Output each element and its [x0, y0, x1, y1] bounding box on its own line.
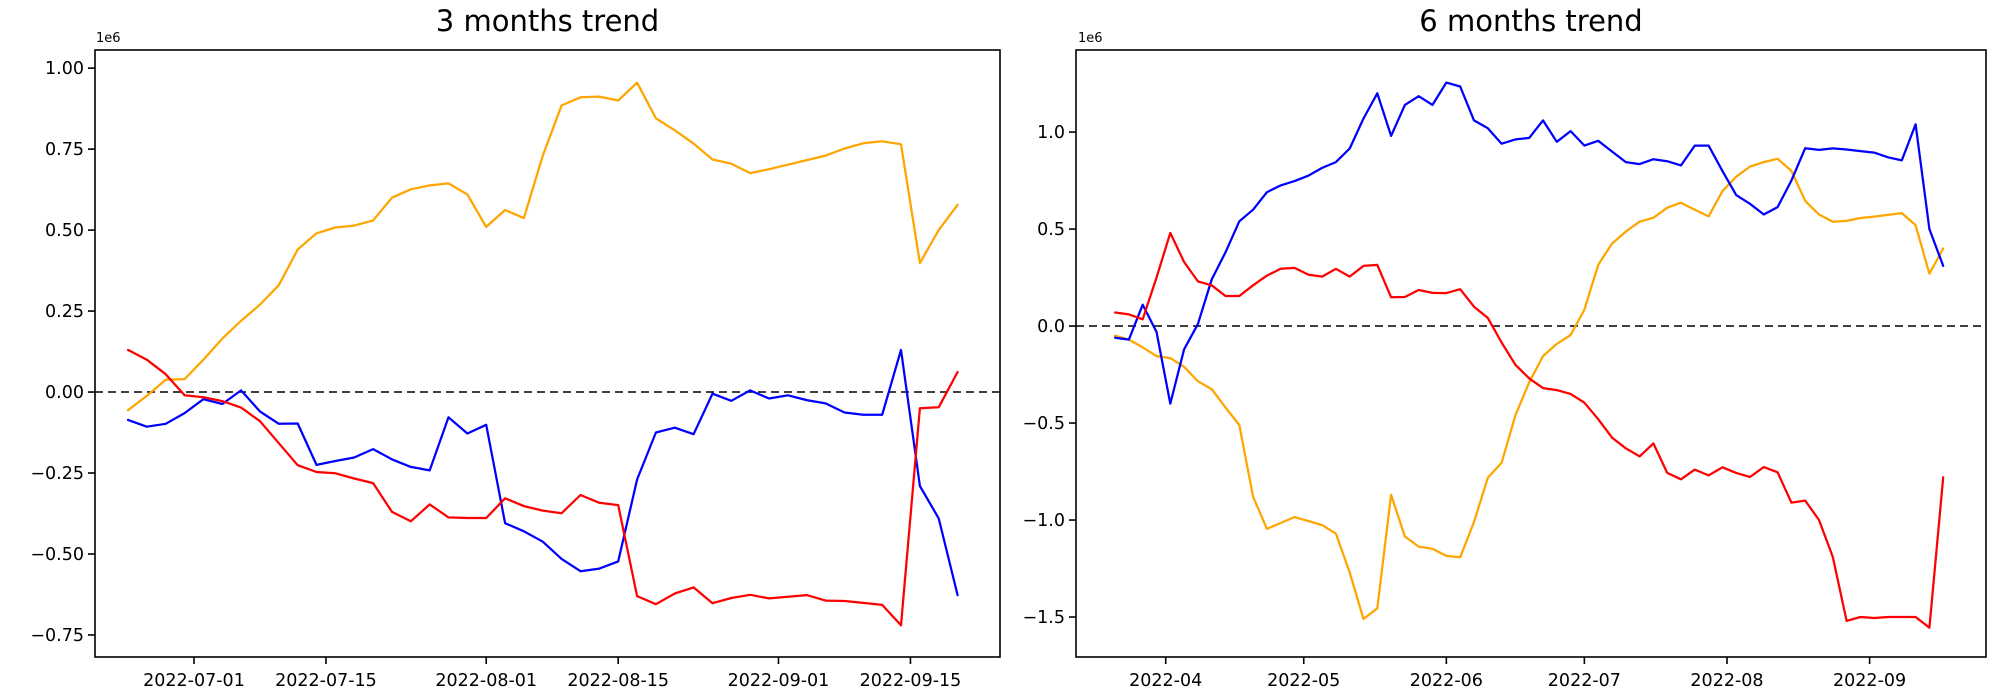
y-tick-label: −1.0 [1023, 511, 1066, 531]
y-tick-label: −0.25 [30, 464, 84, 484]
x-tick-label: 2022-08-01 [435, 671, 537, 691]
y-tick-label: −0.75 [30, 626, 84, 646]
x-tick-label: 2022-05 [1267, 671, 1340, 691]
y-tick-label: −1.5 [1023, 608, 1066, 628]
series-line-orange [126, 81, 959, 412]
y-tick-label: 0.75 [45, 140, 84, 160]
chart-title-3-months: 3 months trend [435, 4, 660, 38]
series-line-blue [126, 348, 959, 597]
x-tick-label: 2022-08 [1690, 671, 1763, 691]
x-tick-label: 2022-09 [1833, 671, 1906, 691]
y-tick-label: −0.50 [30, 545, 84, 565]
axes-frame [1075, 49, 1987, 658]
x-tick-label: 2022-09-15 [860, 671, 962, 691]
y-tick-label: 0.00 [45, 383, 84, 403]
x-tick-label: 2022-04 [1129, 671, 1202, 691]
y-tick-label: 0.0 [1037, 317, 1065, 337]
x-tick-label: 2022-07-15 [275, 671, 377, 691]
y-axis-offset-label-left: 1e6 [96, 31, 121, 46]
x-tick-label: 2022-07 [1548, 671, 1621, 691]
y-axis-offset-label-right: 1e6 [1078, 31, 1103, 46]
y-tick-label: 0.25 [45, 302, 84, 322]
y-tick-label: 0.50 [45, 221, 84, 241]
x-tick-label: 2022-06 [1410, 671, 1483, 691]
series-line-orange [1113, 157, 1945, 621]
y-tick-label: 0.5 [1037, 220, 1065, 240]
chart-1: 2022-04 2022-05 2022-06 2022-07 2022-08 2022-… [1023, 49, 1987, 691]
chart-0: 2022-07-01 2022-07-15 2022-08-01 2022-08-15… [30, 49, 1001, 691]
chart-title-6-months: 6 months trend [1419, 4, 1643, 38]
x-tick-label: 2022-09-01 [728, 671, 830, 691]
y-tick-label: −0.5 [1023, 414, 1066, 434]
series-line-blue [1113, 81, 1945, 405]
series-line-red [1113, 231, 1945, 629]
x-tick-label: 2022-07-01 [143, 671, 245, 691]
x-tick-label: 2022-08-15 [567, 671, 669, 691]
y-tick-label: 1.0 [1037, 123, 1065, 143]
series-line-red [126, 348, 959, 627]
axes-frame [94, 49, 1001, 658]
y-tick-label: 1.00 [45, 59, 84, 79]
